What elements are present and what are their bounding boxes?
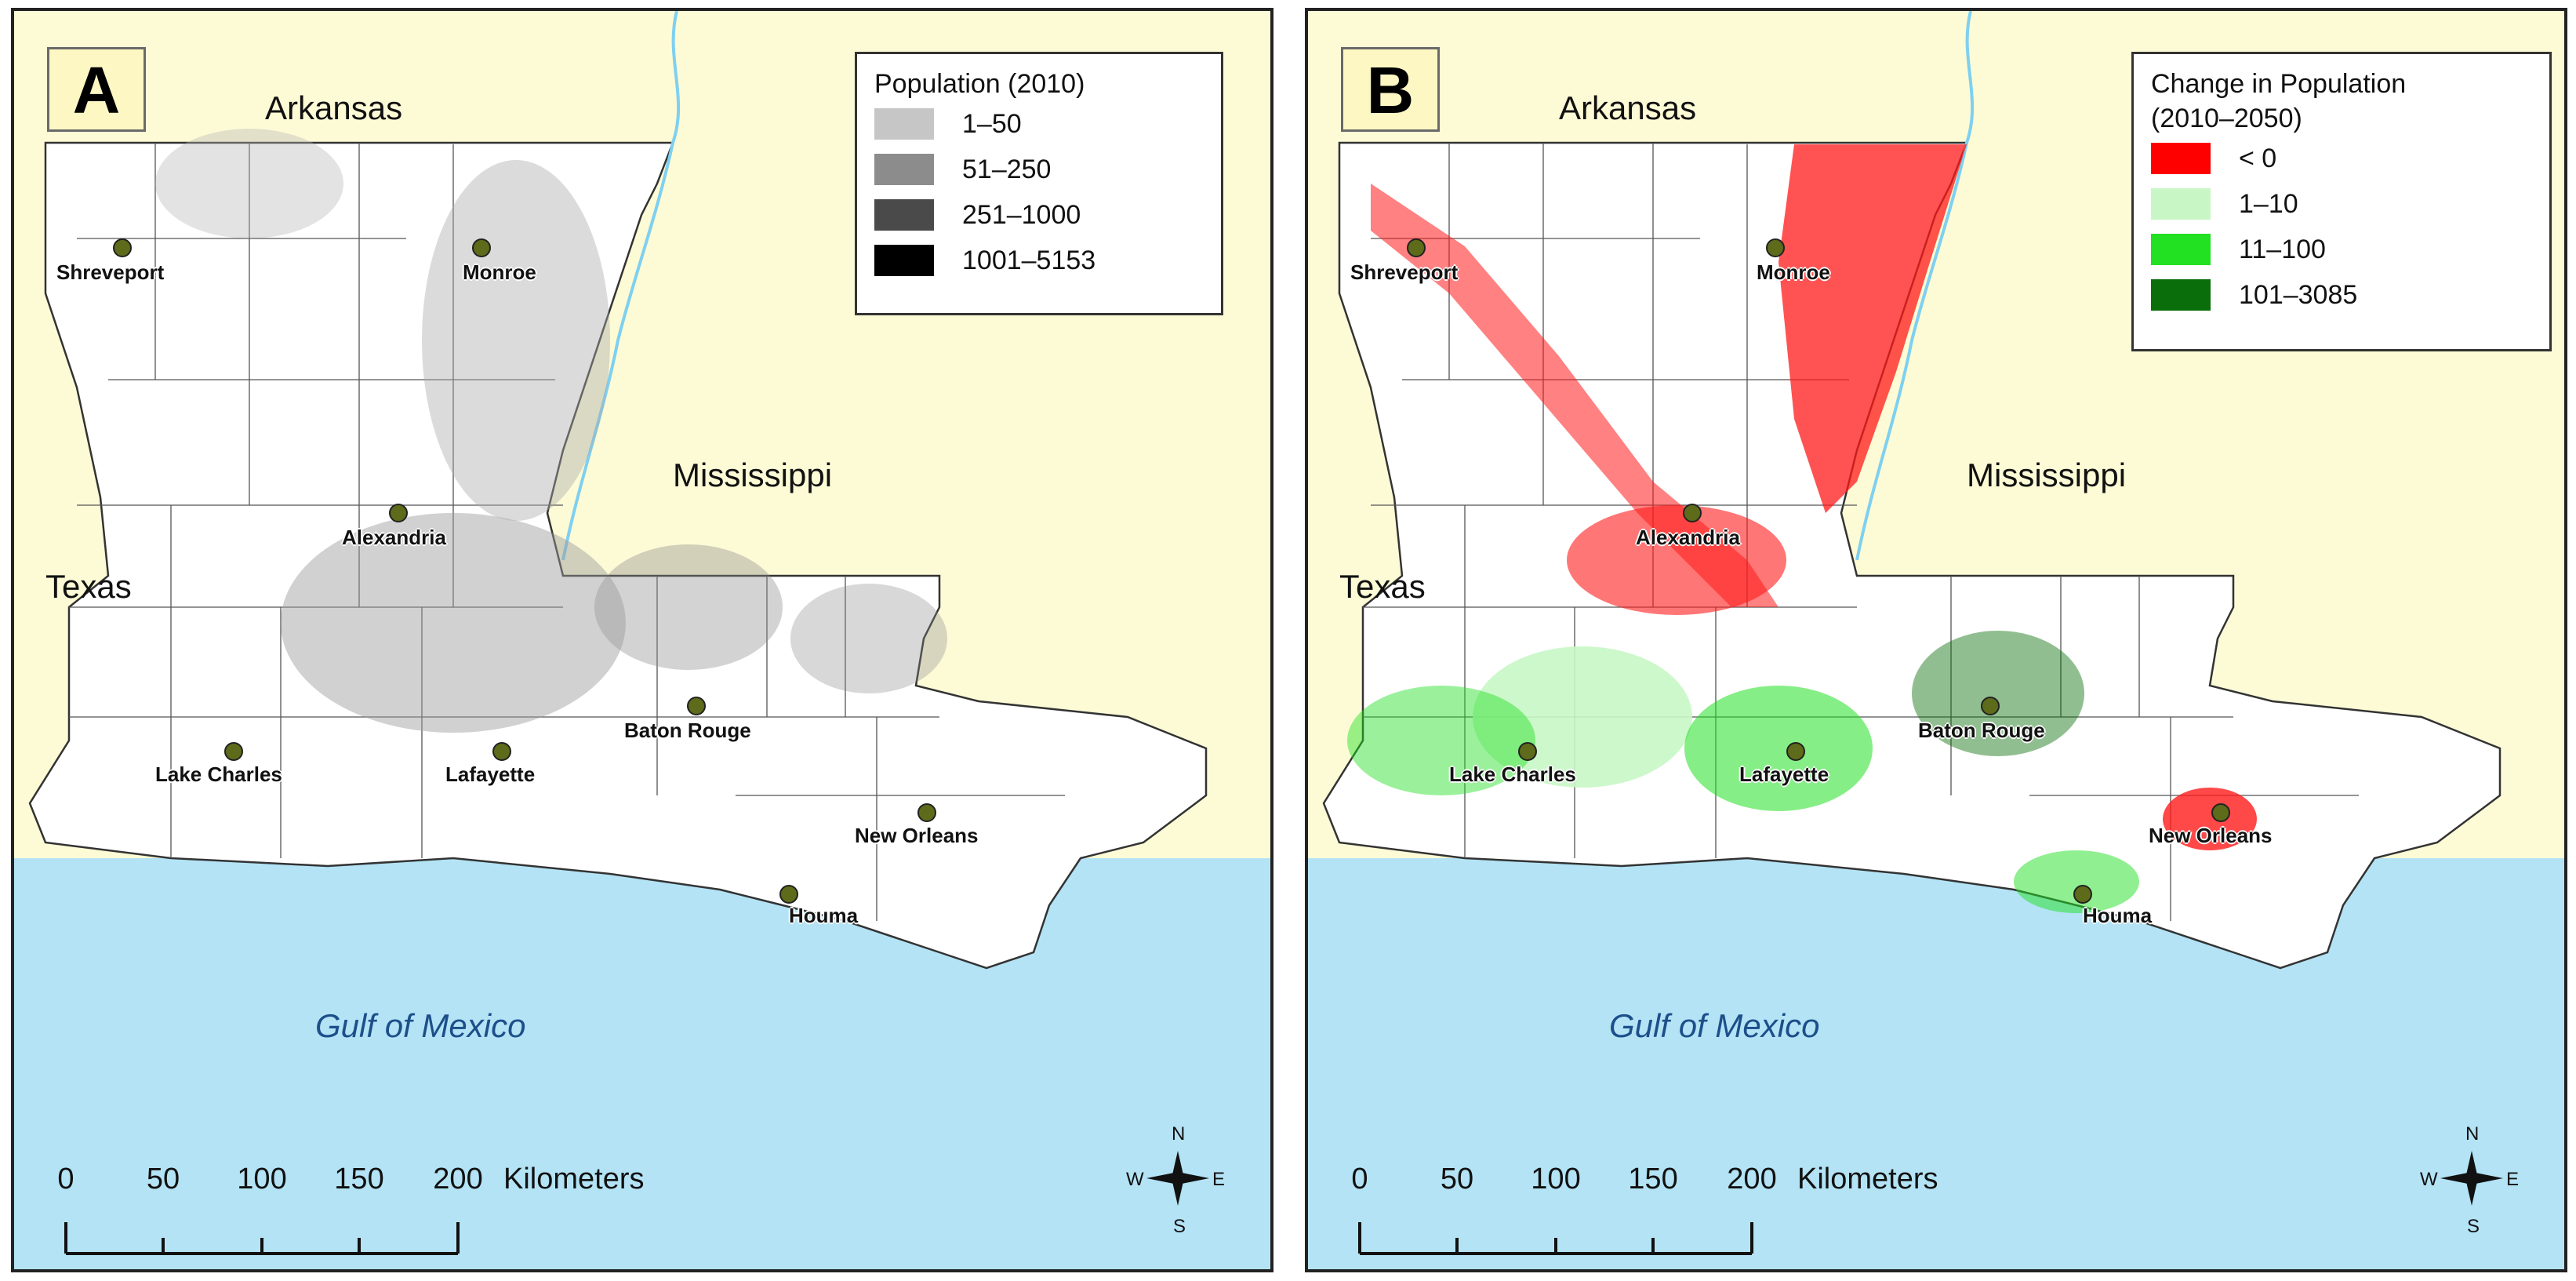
population-density-pixels [155, 129, 947, 733]
compass-w: W [1126, 1169, 1144, 1190]
scale-tick-label: 150 [1628, 1163, 1678, 1195]
legend-title: Population (2010) [874, 69, 1085, 99]
panel-letter: A [47, 47, 146, 132]
water-label: Gulf of Mexico [1609, 1007, 1820, 1044]
legend-swatch [2151, 188, 2211, 220]
city-label: Shreveport [56, 260, 165, 284]
scale-tick-label: 50 [1440, 1163, 1474, 1195]
compass-icon [2440, 1151, 2503, 1206]
legend-item: 1–50 [874, 101, 1204, 147]
compass-icon [1146, 1151, 1209, 1206]
legend: Population (2010) 1–50 51–250 251–1000 1… [855, 52, 1223, 315]
water-label: Gulf of Mexico [315, 1007, 526, 1044]
city-label: Baton Rouge [1918, 719, 2045, 742]
city-label: New Orleans [855, 824, 979, 847]
compass-n: N [2465, 1123, 2480, 1145]
scale-bar-line [64, 1222, 460, 1255]
scale-unit: Kilometers [503, 1163, 645, 1195]
map-canvas-a [14, 11, 1270, 1269]
city-label: Lake Charles [1449, 762, 1576, 786]
scale-bar-line [1358, 1222, 1753, 1255]
legend-label: 1–10 [2239, 188, 2298, 219]
legend-swatch [874, 199, 934, 231]
scale-tick-label: 50 [146, 1163, 180, 1195]
compass-w: W [2420, 1169, 2438, 1190]
state-label-mississippi: Mississippi [673, 457, 833, 493]
legend-label: 101–3085 [2239, 279, 2358, 310]
city-label: Alexandria [1636, 526, 1740, 549]
legend-swatch [2151, 279, 2211, 311]
legend-label: 51–250 [962, 154, 1052, 184]
compass-rose: N S E W [1123, 1123, 1233, 1241]
city-label: Baton Rouge [624, 719, 751, 742]
map-panel-a: A Population (2010) 1–50 51–250 251–1000… [11, 8, 1273, 1272]
state-label-texas: Texas [1339, 568, 1426, 605]
legend-swatch [2151, 143, 2211, 174]
legend-item: 51–250 [874, 147, 1204, 192]
legend-label: 1–50 [962, 108, 1022, 139]
legend-swatch [874, 108, 934, 140]
legend-label: 251–1000 [962, 199, 1081, 230]
city-label: Monroe [463, 260, 536, 284]
scale-tick-label: 200 [1727, 1163, 1777, 1195]
city-label: Lafayette [445, 762, 536, 786]
legend-item: 1–10 [2151, 181, 2532, 227]
scale-bar: 0 50 100 150 200 Kilometers [49, 1163, 645, 1265]
scale-tick-label: 0 [1351, 1163, 1368, 1195]
legend-item: < 0 [2151, 136, 2532, 181]
mississippi-river [561, 11, 681, 561]
legend-item: 101–3085 [2151, 272, 2532, 318]
city-label: Monroe [1757, 260, 1830, 284]
legend-swatch [874, 245, 934, 276]
state-label-arkansas: Arkansas [265, 89, 403, 126]
map-canvas-b [1308, 11, 2564, 1269]
city-label: Houma [789, 904, 859, 927]
legend-item: 1001–5153 [874, 238, 1204, 283]
scale-unit: Kilometers [1797, 1163, 1938, 1195]
legend-item: 251–1000 [874, 192, 1204, 238]
legend-label: 11–100 [2239, 234, 2326, 264]
louisiana-outline [28, 141, 1208, 970]
compass-n: N [1172, 1123, 1186, 1145]
city-label: Lafayette [1739, 762, 1829, 786]
mississippi-river [1855, 11, 1975, 561]
scale-tick-label: 200 [433, 1163, 483, 1195]
compass-s: S [1173, 1216, 1186, 1237]
gulf-water [14, 858, 1270, 1269]
city-label: Lake Charles [155, 762, 282, 786]
legend-label: < 0 [2239, 143, 2277, 173]
state-label-mississippi: Mississippi [1967, 457, 2127, 493]
city-label: Shreveport [1350, 260, 1459, 284]
state-label-arkansas: Arkansas [1559, 89, 1697, 126]
city-label: New Orleans [2149, 824, 2273, 847]
legend-title: Change in Population (2010–2050) [2151, 69, 2407, 133]
compass-e: E [2506, 1169, 2520, 1190]
scale-tick-label: 150 [334, 1163, 384, 1195]
scale-tick-label: 100 [1531, 1163, 1581, 1195]
parish-boundaries [69, 143, 1065, 921]
compass-s: S [2467, 1216, 2480, 1237]
legend-label: 1001–5153 [962, 245, 1096, 275]
compass-e: E [1212, 1169, 1226, 1190]
state-label-texas: Texas [45, 568, 132, 605]
population-change-pixels [1347, 144, 2257, 913]
legend-item: 11–100 [2151, 227, 2532, 272]
city-label: Houma [2083, 904, 2153, 927]
legend-swatch [2151, 234, 2211, 265]
compass-rose: N S E W [2417, 1123, 2527, 1241]
map-panel-b: B Change in Population (2010–2050) < 0 1… [1305, 8, 2567, 1272]
legend-swatch [874, 154, 934, 185]
scale-tick-label: 0 [57, 1163, 74, 1195]
panel-letter: B [1341, 47, 1440, 132]
scale-tick-label: 100 [237, 1163, 287, 1195]
legend: Change in Population (2010–2050) < 0 1–1… [2131, 52, 2552, 351]
city-label: Alexandria [342, 526, 446, 549]
gulf-water [1308, 858, 2564, 1269]
scale-bar: 0 50 100 150 200 Kilometers [1342, 1163, 1938, 1265]
